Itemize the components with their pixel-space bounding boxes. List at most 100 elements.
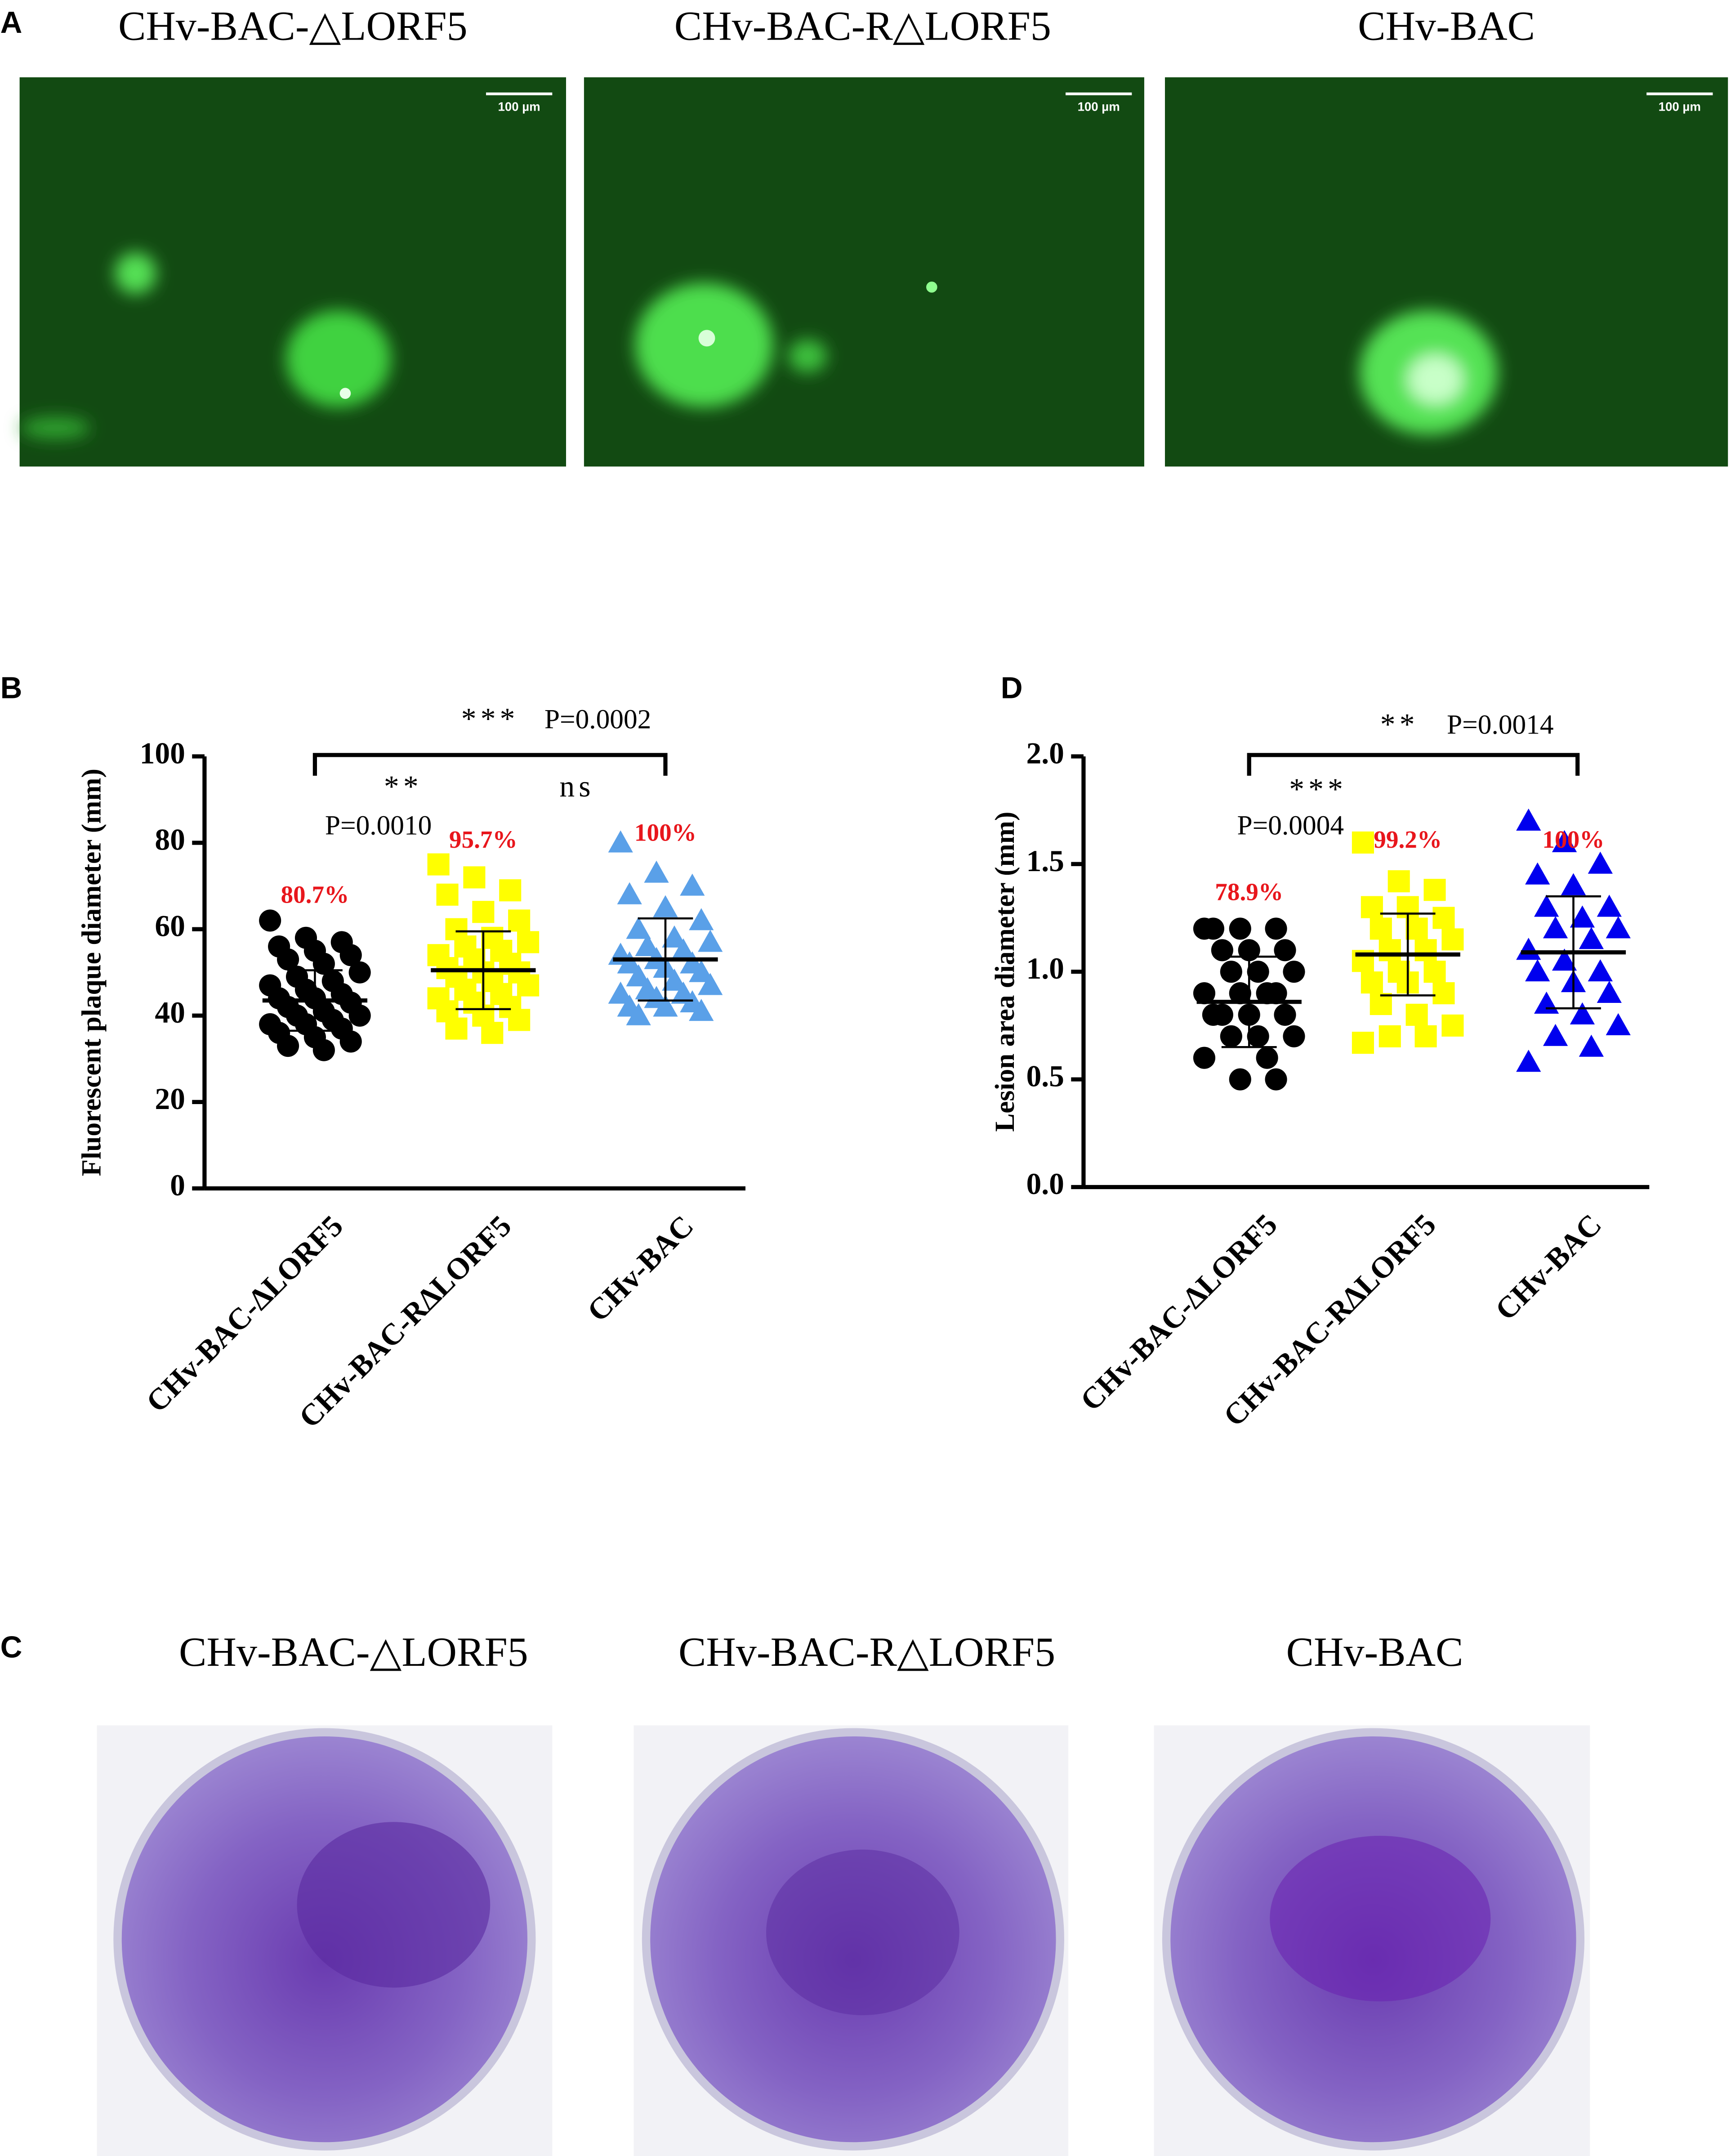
data-point bbox=[1414, 939, 1437, 962]
data-point bbox=[1247, 1025, 1269, 1047]
data-point bbox=[1265, 1068, 1287, 1091]
data-point bbox=[348, 1004, 371, 1027]
data-point bbox=[1370, 993, 1392, 1015]
scale-bar-label: 100 µm bbox=[498, 100, 540, 114]
data-point bbox=[626, 964, 651, 987]
data-point bbox=[1543, 916, 1568, 939]
data-point bbox=[1525, 862, 1550, 885]
significance-stars: ** bbox=[1380, 707, 1419, 741]
data-point bbox=[698, 930, 723, 952]
image-title: CHv-BAC bbox=[1358, 3, 1535, 49]
data-point bbox=[1570, 905, 1595, 928]
significance-stars: *** bbox=[1289, 772, 1347, 806]
y-tick-label: 20 bbox=[155, 1082, 185, 1116]
data-point bbox=[481, 1022, 504, 1044]
scale-bar-label: 100 µm bbox=[1078, 100, 1120, 114]
data-point bbox=[1193, 982, 1216, 1005]
data-point bbox=[662, 968, 687, 991]
panel-label: B bbox=[0, 671, 22, 705]
y-tick-label: 100 bbox=[140, 736, 185, 770]
data-point bbox=[1579, 927, 1604, 949]
data-point bbox=[608, 830, 633, 853]
data-point bbox=[1579, 1034, 1604, 1057]
significance-stars: *** bbox=[461, 702, 519, 736]
y-axis-label: Fluorescent plaque diameter (mm) bbox=[76, 769, 107, 1176]
data-point bbox=[1516, 808, 1541, 831]
data-point bbox=[259, 909, 281, 932]
p-value: P=0.0004 bbox=[1237, 810, 1344, 841]
image-title: CHv-BAC-△LORF5 bbox=[118, 3, 468, 49]
data-point bbox=[1361, 896, 1383, 918]
y-tick-label: 2.0 bbox=[1026, 736, 1064, 770]
data-point bbox=[1588, 851, 1613, 874]
micrograph bbox=[19, 77, 566, 467]
data-point bbox=[1229, 982, 1251, 1005]
data-point bbox=[1211, 939, 1233, 962]
data-point bbox=[463, 866, 486, 889]
p-value: P=0.0014 bbox=[1447, 710, 1554, 740]
percent-label: 95.7% bbox=[449, 826, 518, 853]
data-point bbox=[1552, 948, 1577, 971]
y-tick-label: 1.0 bbox=[1026, 952, 1064, 985]
data-point bbox=[1423, 879, 1446, 901]
data-point bbox=[1361, 971, 1383, 994]
data-point bbox=[1274, 939, 1296, 962]
data-point bbox=[508, 909, 531, 932]
data-point bbox=[1379, 1025, 1401, 1047]
y-tick-label: 60 bbox=[155, 909, 185, 943]
data-point bbox=[1220, 1025, 1242, 1047]
panel-label: C bbox=[0, 1630, 22, 1664]
data-point bbox=[698, 973, 723, 995]
image-title: CHv-BAC-R△LORF5 bbox=[678, 1629, 1055, 1675]
data-point bbox=[1432, 907, 1455, 929]
data-point bbox=[1606, 916, 1631, 939]
image-title: CHv-BAC bbox=[1286, 1629, 1463, 1675]
x-tick-label: CHv-BAC bbox=[581, 1209, 700, 1328]
y-tick-label: 40 bbox=[155, 996, 185, 1029]
data-point bbox=[1283, 1025, 1305, 1047]
data-point bbox=[626, 1003, 651, 1025]
data-point bbox=[635, 934, 660, 957]
micrograph bbox=[1165, 77, 1728, 467]
data-point bbox=[1534, 991, 1559, 1014]
data-point bbox=[472, 901, 495, 923]
data-point bbox=[1265, 982, 1287, 1005]
image-title: CHv-BAC-△LORF5 bbox=[179, 1629, 528, 1675]
significance-bracket bbox=[312, 753, 668, 776]
data-point bbox=[1405, 917, 1428, 940]
data-point bbox=[1256, 1047, 1278, 1069]
data-point bbox=[653, 895, 678, 917]
data-point bbox=[626, 917, 651, 939]
data-point bbox=[1405, 1003, 1428, 1026]
data-point bbox=[427, 853, 450, 876]
p-value: P=0.0010 bbox=[325, 810, 432, 841]
data-point bbox=[339, 944, 362, 966]
data-point bbox=[1423, 961, 1446, 983]
plate-photo bbox=[1154, 1725, 1590, 2156]
data-point bbox=[608, 981, 633, 1004]
percent-label: 80.7% bbox=[281, 881, 349, 908]
data-point bbox=[348, 961, 371, 984]
data-point bbox=[517, 931, 540, 953]
data-point bbox=[689, 960, 714, 982]
y-tick-label: 0.5 bbox=[1026, 1060, 1064, 1093]
y-tick-label: 1.5 bbox=[1026, 844, 1064, 878]
y-axis-label: Lesion area diameter (mm) bbox=[990, 812, 1020, 1132]
data-point bbox=[1274, 1003, 1296, 1026]
data-point bbox=[689, 908, 714, 930]
data-point bbox=[617, 882, 642, 904]
data-point bbox=[1265, 917, 1287, 940]
data-point bbox=[499, 879, 522, 902]
percent-label: 78.9% bbox=[1215, 878, 1283, 905]
x-tick-label: CHv-BAC bbox=[1489, 1208, 1608, 1327]
y-tick-label: 0 bbox=[170, 1168, 185, 1202]
scale-bar-label: 100 µm bbox=[1659, 100, 1701, 114]
data-point bbox=[653, 994, 678, 1017]
y-tick-label: 80 bbox=[155, 823, 185, 857]
data-point bbox=[680, 873, 705, 896]
data-point bbox=[1352, 1032, 1374, 1054]
data-point bbox=[1441, 1014, 1464, 1037]
data-point bbox=[1283, 961, 1305, 983]
